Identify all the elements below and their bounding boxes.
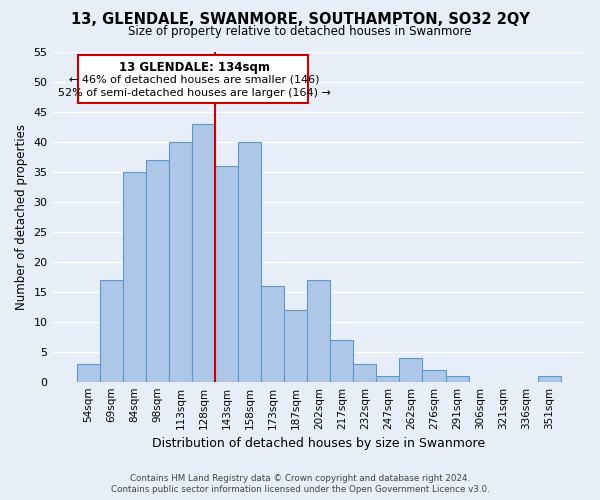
Bar [307,280,330,382]
FancyBboxPatch shape [78,54,308,102]
Bar [261,286,284,382]
Text: ← 46% of detached houses are smaller (146): ← 46% of detached houses are smaller (14… [69,74,320,85]
Y-axis label: Number of detached properties: Number of detached properties [15,124,28,310]
Text: 52% of semi-detached houses are larger (164) →: 52% of semi-detached houses are larger (… [58,88,331,98]
Bar [238,142,261,382]
Bar [376,376,400,382]
Bar [400,358,422,382]
Bar [446,376,469,382]
Bar [422,370,446,382]
Bar [538,376,561,382]
X-axis label: Distribution of detached houses by size in Swanmore: Distribution of detached houses by size … [152,437,485,450]
Bar [146,160,169,382]
Bar [192,124,215,382]
Bar [353,364,376,382]
Bar [215,166,238,382]
Text: Contains HM Land Registry data © Crown copyright and database right 2024.
Contai: Contains HM Land Registry data © Crown c… [110,474,490,494]
Bar [284,310,307,382]
Bar [169,142,192,382]
Bar [123,172,146,382]
Bar [77,364,100,382]
Bar [100,280,123,382]
Text: Size of property relative to detached houses in Swanmore: Size of property relative to detached ho… [128,25,472,38]
Text: 13, GLENDALE, SWANMORE, SOUTHAMPTON, SO32 2QY: 13, GLENDALE, SWANMORE, SOUTHAMPTON, SO3… [71,12,529,28]
Bar [330,340,353,382]
Text: 13 GLENDALE: 134sqm: 13 GLENDALE: 134sqm [119,60,270,74]
